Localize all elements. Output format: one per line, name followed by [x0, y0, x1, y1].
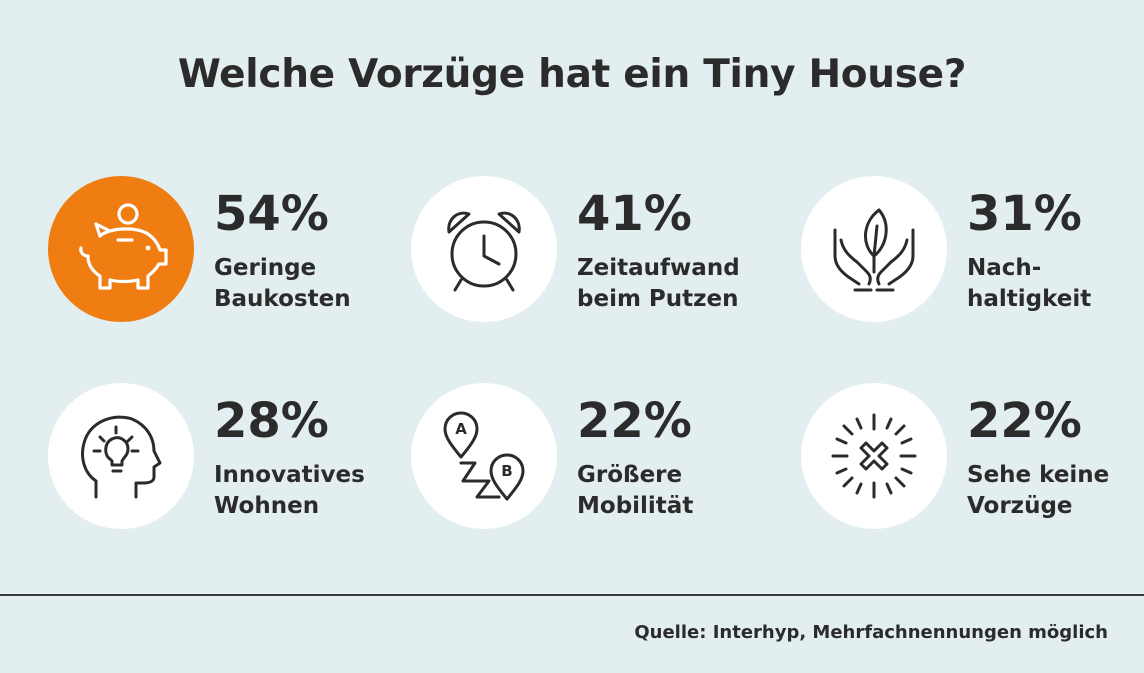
alarm-clock-icon	[447, 211, 521, 292]
stat-label: Zeitaufwand beim Putzen	[577, 255, 740, 312]
route-a-to-b-icon: A B	[443, 411, 525, 501]
route-start-letter: A	[455, 420, 467, 438]
stat-label: Nach- haltigkeit	[967, 255, 1092, 312]
stat-item-innovatives-wohnen: 28% Innovatives Wohnen	[48, 383, 408, 533]
stat-value: 54%	[214, 186, 329, 242]
stat-value: 41%	[577, 186, 692, 242]
stat-label: Innovatives Wohnen	[214, 462, 365, 519]
stat-label: Größere Mobilität	[577, 462, 694, 519]
source-note: Quelle: Interhyp, Mehrfachnennungen mögl…	[634, 622, 1108, 643]
footer-divider	[0, 594, 1144, 596]
icon-circle	[48, 383, 194, 529]
stat-value: 28%	[214, 393, 329, 449]
stat-item-geringe-baukosten: 54% Geringe Baukosten	[48, 176, 408, 326]
stat-item-groessere-mobilitaet: A B 22% Größere Mobilität	[411, 383, 771, 533]
route-end-letter: B	[501, 462, 512, 480]
icon-circle	[48, 176, 194, 322]
icon-circle	[801, 383, 947, 529]
icon-circle	[801, 176, 947, 322]
stat-label: Geringe Baukosten	[214, 255, 351, 312]
icon-circle	[411, 176, 557, 322]
stat-item-sehe-keine-vorzuege: 22% Sehe keine Vorzüge	[801, 383, 1144, 533]
icon-circle: A B	[411, 383, 557, 529]
stat-label: Sehe keine Vorzüge	[967, 462, 1110, 519]
stat-value: 22%	[577, 393, 692, 449]
page-title: Welche Vorzüge hat ein Tiny House?	[177, 52, 967, 97]
burst-x-icon	[831, 413, 917, 499]
stat-item-zeitaufwand-beim-putzen: 41% Zeitaufwand beim Putzen	[411, 176, 771, 326]
piggy-bank-icon	[79, 203, 168, 290]
stat-value: 22%	[967, 393, 1082, 449]
hands-leaf-icon	[833, 208, 915, 292]
head-lightbulb-icon	[81, 415, 162, 499]
stat-value: 31%	[967, 186, 1082, 242]
stat-item-nachhaltigkeit: 31% Nach- haltigkeit	[801, 176, 1144, 326]
